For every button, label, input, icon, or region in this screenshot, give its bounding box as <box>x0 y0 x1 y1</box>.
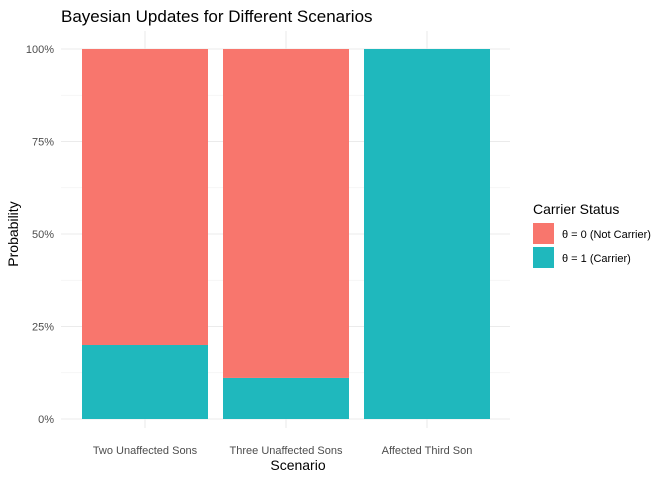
x-tick-label: Three Unaffected Sons <box>230 445 343 457</box>
legend-label: θ = 1 (Carrier) <box>562 253 631 265</box>
bar-segment-not-carrier <box>82 49 208 345</box>
y-axis-title: Probability <box>5 201 21 266</box>
bars <box>82 49 490 419</box>
legend-swatch <box>533 223 554 244</box>
chart-title: Bayesian Updates for Different Scenarios <box>61 7 373 26</box>
legend-label: θ = 0 (Not Carrier) <box>562 229 651 241</box>
x-tick-label: Two Unaffected Sons <box>93 445 198 457</box>
y-tick-label: 25% <box>32 322 54 334</box>
legend-swatch <box>533 247 554 268</box>
y-tick-label: 75% <box>32 137 54 149</box>
x-tick-label: Affected Third Son <box>382 445 473 457</box>
bar-segment-not-carrier <box>223 49 349 378</box>
bar-segment-carrier <box>364 49 490 419</box>
y-tick-label: 50% <box>32 229 54 241</box>
legend: Carrier Status θ = 0 (Not Carrier) θ = 1 … <box>533 201 651 268</box>
legend-items: θ = 0 (Not Carrier) θ = 1 (Carrier) <box>533 223 651 268</box>
bar-segment-carrier <box>82 345 208 419</box>
y-tick-label: 100% <box>26 44 54 56</box>
x-axis-title: Scenario <box>270 457 325 473</box>
legend-title: Carrier Status <box>533 201 619 217</box>
y-tick-label: 0% <box>38 414 54 426</box>
x-axis-ticks: Two Unaffected Sons Three Unaffected Sons… <box>93 445 473 457</box>
bar-segment-carrier <box>223 377 349 419</box>
y-axis-ticks: 0% 25% 50% 75% 100% <box>26 44 54 426</box>
